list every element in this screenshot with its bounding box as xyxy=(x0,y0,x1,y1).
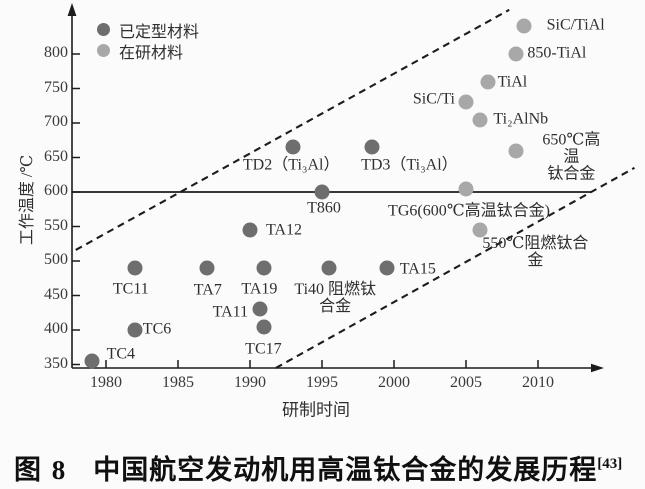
point-label-650: 650℃高温 钛合金 xyxy=(542,131,601,183)
point-label-ti40: Ti40 阻燃钛 合金 xyxy=(294,280,377,315)
figure-caption: 图 8 中国航空发动机用高温钛合金的发展历程[43] xyxy=(14,448,642,487)
data-point-tg6-600 xyxy=(458,181,474,197)
point-label-tial: TiAl xyxy=(497,73,528,91)
point-label-tc6: TC6 xyxy=(142,320,172,338)
data-point-tc17 xyxy=(256,319,272,335)
point-label-550: 550℃阻燃钛合金 xyxy=(482,234,589,269)
point-label-850-tial: 850-TiAl xyxy=(527,44,587,62)
data-point-650 xyxy=(508,143,524,159)
data-point-550 xyxy=(472,222,488,238)
y-tick-label: 650 xyxy=(44,147,68,165)
point-label-sic-ti: SiC/Ti xyxy=(412,90,455,108)
caption-number: 图 8 xyxy=(14,455,68,485)
legend-label-research: 在研材料 xyxy=(119,44,184,62)
data-point-ta15 xyxy=(379,260,395,276)
x-tick-label: 2000 xyxy=(378,374,410,391)
legend-item-established: 已定型材料 xyxy=(97,19,200,41)
data-point-tc11 xyxy=(127,260,143,276)
point-label-tg6-600: TG6(600℃高温钛合金) xyxy=(388,202,550,220)
caption-reference: [43] xyxy=(597,456,623,472)
x-tick-label: 2005 xyxy=(450,374,482,391)
x-tick-label: 2010 xyxy=(522,374,554,391)
y-tick-label: 550 xyxy=(44,216,68,234)
point-label-ta12: TA12 xyxy=(266,221,303,239)
y-tick-label: 350 xyxy=(44,354,68,372)
data-point-ti-alnb xyxy=(472,112,488,128)
data-point-sic-ti xyxy=(458,94,474,110)
y-tick-label: 700 xyxy=(44,113,68,130)
data-point-ta12 xyxy=(242,222,258,238)
point-label-ta7: TA7 xyxy=(193,281,222,299)
chart-legend: 已定型材料 在研材料 xyxy=(97,19,200,62)
y-tick-label: 500 xyxy=(44,251,68,268)
y-tick-label: 400 xyxy=(44,320,68,337)
point-label-tc4: TC4 xyxy=(106,345,136,363)
data-point-sic-tial xyxy=(516,18,532,34)
x-tick-label: 1985 xyxy=(162,374,194,391)
y-axis-title: 工作温度 /℃ xyxy=(19,154,36,246)
legend-label-established: 已定型材料 xyxy=(119,23,200,41)
point-label-ta15: TA15 xyxy=(399,260,436,278)
point-label-t860: T860 xyxy=(307,199,341,217)
point-label-tc17: TC17 xyxy=(245,340,282,358)
legend-swatch-dark-circle xyxy=(97,23,110,36)
legend-item-research: 在研材料 xyxy=(97,40,199,62)
data-point-td3-ti-al xyxy=(364,139,380,155)
data-point-tc4 xyxy=(84,353,100,369)
data-point-tc6 xyxy=(127,322,143,338)
y-tick-label: 600 xyxy=(44,182,68,199)
point-label-ta19: TA19 xyxy=(241,280,278,298)
x-axis-title: 研制时间 xyxy=(282,400,350,420)
data-point-ti40 xyxy=(321,260,337,276)
data-point-t860 xyxy=(314,184,330,200)
legend-swatch-light-circle xyxy=(97,44,110,57)
y-tick-label: 450 xyxy=(44,285,68,303)
point-label-ti-alnb: Ti₂AlNb xyxy=(493,110,549,128)
x-tick-label: 1990 xyxy=(234,374,266,391)
data-point-ta7 xyxy=(199,260,215,276)
x-tick-label: 1980 xyxy=(90,374,122,391)
data-point-tial xyxy=(480,74,496,90)
y-tick-label: 800 xyxy=(44,44,68,61)
caption-text: 中国航空发动机用高温钛合金的发展历程 xyxy=(93,455,598,485)
point-label-sic-tial: SiC/TiAl xyxy=(546,16,605,34)
point-label-td2-ti-al: TD2（Ti₃Al） xyxy=(242,156,340,174)
data-point-ta19 xyxy=(256,260,272,276)
data-point-td2-ti-al xyxy=(285,139,301,155)
data-point-ta11 xyxy=(252,301,268,317)
data-point-850-tial xyxy=(508,46,524,62)
point-label-ta11: TA11 xyxy=(212,303,249,321)
y-tick-label: 750 xyxy=(44,78,68,96)
x-tick-label: 1995 xyxy=(306,374,338,391)
point-label-tc11: TC11 xyxy=(112,280,149,298)
point-label-td3-ti-al: TD3（Ti₃Al） xyxy=(361,156,458,174)
chart-axes xyxy=(67,3,635,373)
scatter-chart: 350 400 450 500 550 600 650 700 750 800 1980 1985 19… xyxy=(19,3,635,420)
